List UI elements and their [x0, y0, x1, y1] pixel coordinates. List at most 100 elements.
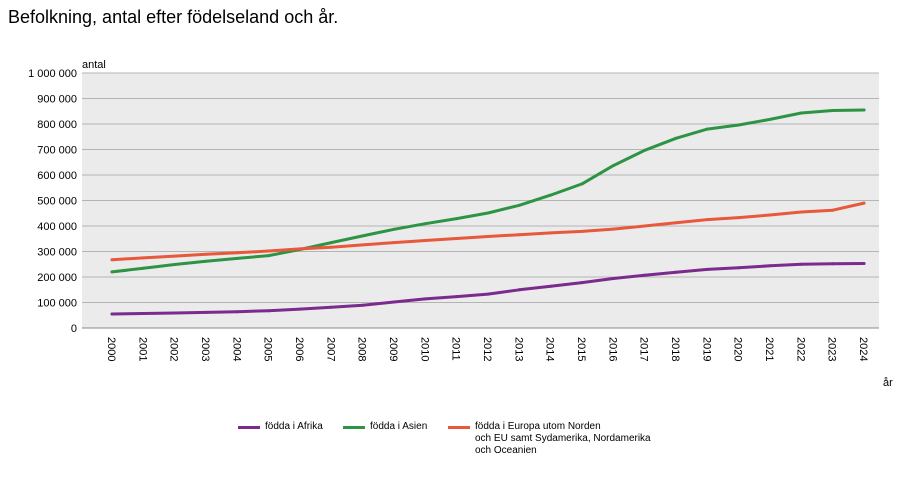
data-point [643, 273, 647, 277]
data-point [298, 247, 302, 251]
x-tick-label: 2020 [732, 337, 744, 361]
data-point [173, 263, 177, 266]
data-point [204, 252, 208, 256]
data-point [392, 227, 396, 231]
data-point [674, 136, 678, 140]
data-point [267, 254, 271, 258]
data-point [705, 218, 709, 222]
x-axis-label: år [883, 377, 893, 389]
data-point [361, 243, 365, 247]
data-point [235, 310, 239, 314]
x-tick-label: 2023 [826, 337, 838, 361]
x-tick-label: 2009 [387, 337, 399, 361]
data-point [737, 216, 741, 220]
y-tick-label: 400 000 [37, 221, 77, 233]
x-tick-label: 2014 [544, 337, 556, 361]
data-point [204, 259, 208, 263]
data-point [862, 262, 866, 265]
data-point [329, 245, 333, 249]
chart-title: Befolkning, antal efter födelseland och … [8, 7, 339, 27]
data-point [611, 164, 615, 168]
data-point [392, 241, 396, 245]
data-point [392, 300, 396, 304]
data-point [361, 234, 365, 238]
x-tick-label: 2007 [324, 337, 336, 361]
x-tick-label: 2000 [105, 337, 117, 361]
data-point [643, 148, 647, 152]
data-point [517, 288, 521, 292]
y-tick-label: 1 000 000 [28, 68, 77, 80]
y-tick-label: 600 000 [37, 170, 77, 182]
y-axis-label: antal [82, 59, 106, 71]
y-tick-label: 900 000 [37, 94, 77, 106]
data-point [110, 270, 114, 274]
data-point [517, 233, 521, 237]
data-point [267, 249, 271, 253]
data-point [173, 311, 177, 315]
y-tick-label: 0 [71, 323, 77, 335]
legend-swatch-afrika [238, 426, 260, 429]
data-point [799, 262, 803, 266]
x-tick-label: 2017 [638, 337, 650, 361]
legend-item-afrika[interactable]: födda i Afrika [238, 421, 323, 433]
y-tick-label: 200 000 [37, 272, 77, 284]
data-point [705, 127, 709, 131]
data-point [141, 256, 145, 260]
x-axis-ticks: 2000 2001 2002 2003 2004 2005 2006 2007 2008 2009… [105, 337, 869, 361]
data-point [831, 262, 835, 266]
data-point [549, 193, 553, 197]
data-point [455, 237, 459, 240]
data-point [173, 254, 177, 258]
legend-item-europa-ovriga[interactable]: födda i Europa utom Norden och EU samt S… [448, 421, 651, 457]
data-point [674, 221, 678, 225]
x-tick-label: 2013 [512, 337, 524, 361]
data-point [831, 208, 835, 212]
x-tick-label: 2006 [293, 337, 305, 361]
data-point [831, 109, 835, 112]
x-tick-label: 2016 [606, 337, 618, 361]
data-point [737, 266, 741, 270]
legend-swatch-europa-ovriga [448, 426, 470, 429]
data-point [517, 203, 521, 207]
data-point [611, 227, 615, 231]
y-tick-label: 700 000 [37, 145, 77, 157]
data-point [580, 182, 584, 186]
x-tick-label: 2021 [763, 337, 775, 361]
data-point [423, 297, 427, 301]
x-tick-label: 2002 [168, 337, 180, 361]
data-point [235, 251, 239, 255]
data-point [768, 213, 772, 217]
data-point [298, 307, 302, 311]
x-tick-label: 2018 [669, 337, 681, 361]
legend-item-asien[interactable]: födda i Asien [343, 421, 427, 433]
data-point [267, 309, 271, 313]
x-tick-label: 2011 [450, 337, 462, 361]
x-tick-label: 2008 [356, 337, 368, 361]
series-lines [110, 108, 866, 316]
y-tick-label: 500 000 [37, 196, 77, 208]
y-tick-label: 100 000 [37, 298, 77, 310]
data-point [549, 284, 553, 288]
data-point [455, 295, 459, 299]
data-point [235, 256, 239, 260]
data-point [611, 277, 615, 280]
data-point [486, 292, 490, 296]
data-point [110, 258, 114, 262]
data-point [549, 231, 553, 235]
data-point [329, 241, 333, 245]
x-tick-label: 2012 [481, 337, 493, 361]
y-tick-label: 800 000 [37, 119, 77, 131]
x-tick-label: 2015 [575, 337, 587, 361]
y-tick-label: 300 000 [37, 247, 77, 259]
data-point [141, 266, 145, 270]
x-tick-label: 2022 [794, 337, 806, 361]
data-point [799, 210, 803, 214]
data-point [862, 201, 866, 205]
data-point [799, 111, 803, 115]
x-tick-label: 2019 [700, 337, 712, 361]
data-point [705, 267, 709, 271]
x-tick-label: 2004 [230, 337, 242, 361]
data-point [768, 117, 772, 121]
